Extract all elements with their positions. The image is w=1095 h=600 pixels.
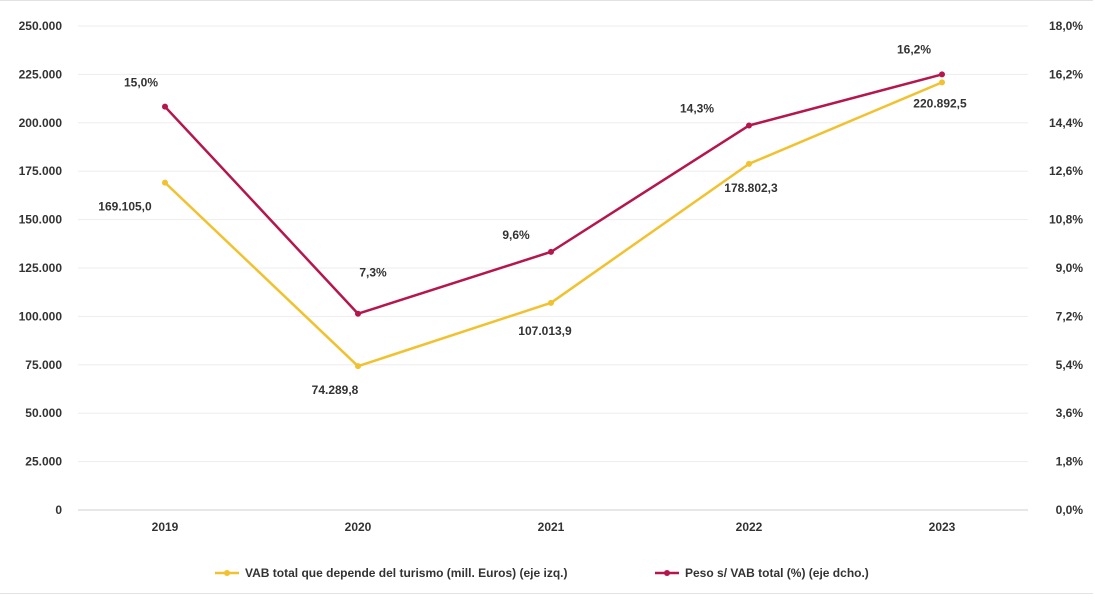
x-tick-label: 2023 xyxy=(929,520,956,534)
series-line-peso xyxy=(164,73,943,315)
y-axis-right: 0,0% 1,8% 3,6% 5,4% 7,2% 9,0% 10,8% 12,6% 14,4% 1… xyxy=(1049,19,1083,517)
series-group: 169.105,0 74.289,8 107.013,9 178.802,3 220.8… xyxy=(98,42,967,397)
data-label: 15,0% xyxy=(124,76,158,90)
x-tick-label: 2022 xyxy=(736,520,763,534)
y-left-tick-label: 175.000 xyxy=(19,164,63,178)
y-left-tick-label: 150.000 xyxy=(19,213,63,227)
data-point xyxy=(162,179,168,186)
data-label: 107.013,9 xyxy=(518,324,572,338)
data-label: 178.802,3 xyxy=(724,181,778,195)
y-left-tick-label: 125.000 xyxy=(19,261,63,275)
data-point xyxy=(939,71,945,78)
data-point xyxy=(355,363,361,370)
data-label: 169.105,0 xyxy=(98,200,152,214)
y-left-tick-label: 50.000 xyxy=(25,406,62,420)
y-right-tick-label: 5,4% xyxy=(1056,358,1084,372)
y-right-tick-label: 0,0% xyxy=(1056,503,1084,517)
y-right-tick-label: 9,0% xyxy=(1056,261,1084,275)
legend-swatch-marker xyxy=(664,570,670,576)
data-label: 14,3% xyxy=(680,101,714,115)
gridlines xyxy=(78,25,1028,511)
y-left-tick-label: 100.000 xyxy=(19,309,63,323)
y-left-tick-label: 0 xyxy=(55,503,62,517)
data-label: 9,6% xyxy=(502,228,530,242)
legend: VAB total que depende del turismo (mill.… xyxy=(215,566,869,580)
y-right-tick-label: 18,0% xyxy=(1049,19,1083,33)
y-right-tick-label: 12,6% xyxy=(1049,164,1083,178)
data-label: 220.892,5 xyxy=(913,96,967,110)
data-point xyxy=(939,79,945,86)
y-left-tick-label: 225.000 xyxy=(19,67,63,81)
x-tick-label: 2019 xyxy=(152,520,179,534)
x-tick-label: 2020 xyxy=(345,520,372,534)
y-right-tick-label: 10,8% xyxy=(1049,213,1083,227)
y-right-tick-label: 7,2% xyxy=(1056,309,1084,323)
y-right-tick-label: 1,8% xyxy=(1056,455,1084,469)
data-label: 7,3% xyxy=(359,266,387,280)
data-label: 74.289,8 xyxy=(312,383,359,397)
y-left-tick-label: 25.000 xyxy=(25,455,62,469)
y-right-tick-label: 16,2% xyxy=(1049,67,1083,81)
data-point xyxy=(746,160,752,167)
legend-label: Peso s/ VAB total (%) (eje dcho.) xyxy=(685,566,869,580)
data-point xyxy=(548,248,554,255)
y-left-tick-label: 75.000 xyxy=(25,358,62,372)
legend-label: VAB total que depende del turismo (mill.… xyxy=(245,566,567,580)
y-left-tick-label: 200.000 xyxy=(19,116,63,130)
x-tick-label: 2021 xyxy=(538,520,565,534)
y-right-tick-label: 3,6% xyxy=(1056,406,1084,420)
data-point xyxy=(355,310,361,317)
y-left-tick-label: 250.000 xyxy=(19,19,63,33)
y-axis-left: 0 25.000 50.000 75.000 100.000 125.000 150.000… xyxy=(19,19,63,517)
data-point xyxy=(548,299,554,306)
legend-swatch-marker xyxy=(224,570,230,576)
data-label: 16,2% xyxy=(897,42,931,56)
y-right-tick-label: 14,4% xyxy=(1049,116,1083,130)
x-axis: 2019 2020 2021 2022 2023 xyxy=(152,520,956,534)
data-point xyxy=(746,122,752,129)
data-point xyxy=(162,103,168,110)
